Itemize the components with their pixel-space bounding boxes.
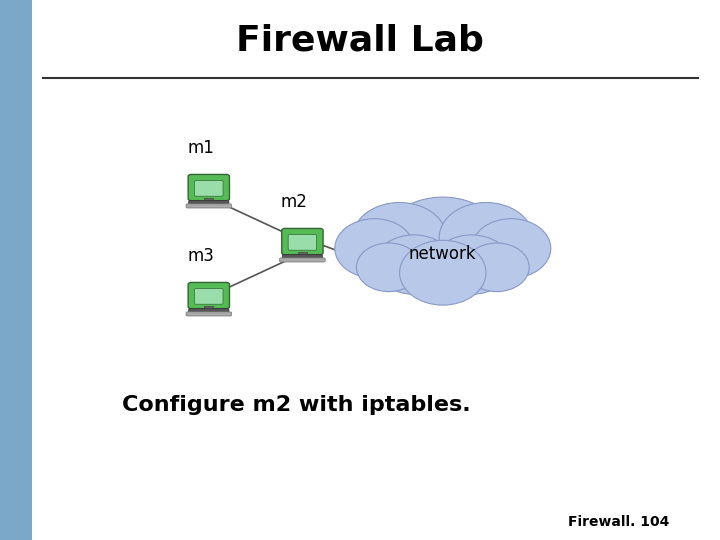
- Circle shape: [464, 243, 529, 292]
- Circle shape: [353, 202, 446, 273]
- Text: m3: m3: [187, 247, 214, 265]
- FancyBboxPatch shape: [298, 252, 307, 256]
- FancyBboxPatch shape: [188, 174, 230, 201]
- Circle shape: [439, 202, 533, 273]
- FancyBboxPatch shape: [0, 0, 32, 540]
- FancyBboxPatch shape: [189, 200, 229, 206]
- Circle shape: [472, 219, 551, 278]
- FancyBboxPatch shape: [186, 312, 232, 316]
- FancyBboxPatch shape: [186, 204, 232, 208]
- FancyBboxPatch shape: [194, 288, 223, 304]
- Text: m2: m2: [281, 193, 307, 211]
- FancyBboxPatch shape: [204, 198, 213, 202]
- Text: m1: m1: [187, 139, 214, 157]
- Circle shape: [400, 240, 486, 305]
- FancyBboxPatch shape: [282, 228, 323, 255]
- Circle shape: [374, 235, 454, 294]
- FancyBboxPatch shape: [282, 254, 323, 260]
- Text: Firewall. 104: Firewall. 104: [568, 515, 670, 529]
- Circle shape: [382, 197, 504, 289]
- FancyBboxPatch shape: [194, 180, 223, 196]
- Circle shape: [356, 243, 421, 292]
- Text: Configure m2 with iptables.: Configure m2 with iptables.: [122, 395, 471, 415]
- Circle shape: [335, 219, 414, 278]
- Text: Firewall Lab: Firewall Lab: [236, 24, 484, 57]
- Circle shape: [432, 235, 511, 294]
- FancyBboxPatch shape: [189, 308, 229, 314]
- FancyBboxPatch shape: [279, 258, 325, 262]
- FancyBboxPatch shape: [188, 282, 230, 309]
- Text: network: network: [409, 245, 477, 263]
- FancyBboxPatch shape: [204, 306, 213, 310]
- FancyBboxPatch shape: [288, 234, 317, 250]
